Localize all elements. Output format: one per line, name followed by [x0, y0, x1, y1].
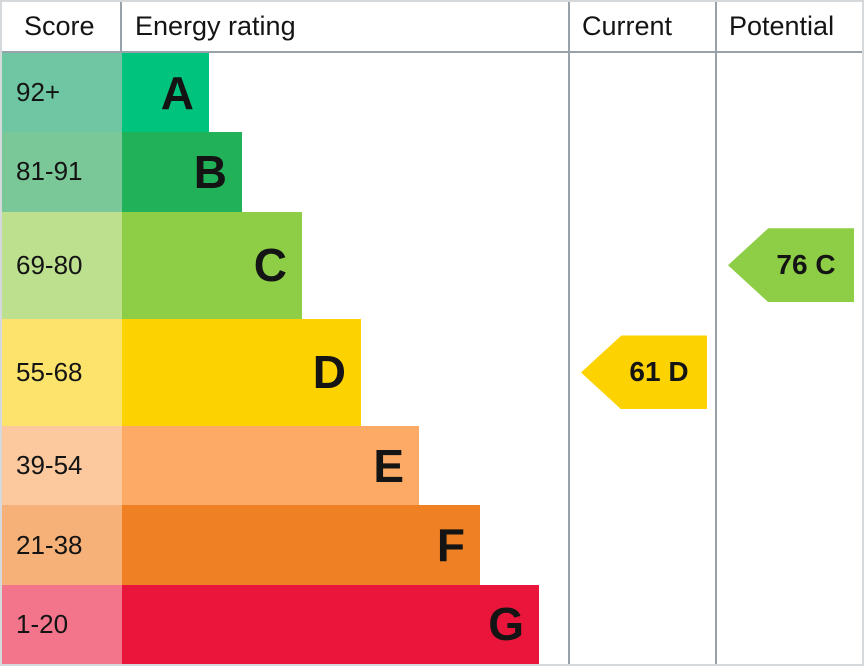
- current-cell: [568, 53, 715, 133]
- current-cell: [568, 584, 715, 664]
- band-row-b: 81-91 B: [2, 132, 862, 212]
- band-row-a: 92+ A: [2, 53, 862, 133]
- band-letter: A: [160, 66, 194, 119]
- band-bar-area: B: [122, 132, 568, 212]
- potential-cell: [715, 584, 862, 664]
- band-bar-area: D: [122, 318, 568, 427]
- band-score-range: 39-54: [2, 426, 122, 506]
- current-cell: [568, 132, 715, 212]
- band-score-range: 55-68: [2, 318, 122, 427]
- potential-rating-label: 76 C: [776, 249, 836, 281]
- current-cell: [568, 505, 715, 585]
- band-row-g: 1-20 G: [2, 584, 862, 664]
- band-letter: C: [253, 239, 287, 292]
- band-bar-b: B: [122, 132, 242, 212]
- band-bar-area: G: [122, 584, 568, 664]
- band-row-e: 39-54 E: [2, 426, 862, 506]
- current-rating-label: 61 D: [629, 356, 689, 388]
- table-header-row: Score Energy rating Current Potential: [2, 2, 862, 53]
- band-score-range: 21-38: [2, 505, 122, 585]
- band-bar-a: A: [122, 53, 209, 133]
- current-cell: [568, 211, 715, 319]
- potential-cell: [715, 426, 862, 506]
- potential-cell: [715, 318, 862, 427]
- band-letter: G: [488, 598, 524, 651]
- header-current: Current: [568, 2, 715, 51]
- band-score-range: 81-91: [2, 132, 122, 212]
- band-bar-f: F: [122, 505, 480, 585]
- band-letter: E: [373, 439, 404, 492]
- band-letter: F: [436, 519, 465, 572]
- potential-cell: [715, 132, 862, 212]
- band-row-f: 21-38 F: [2, 505, 862, 585]
- header-potential: Potential: [715, 2, 862, 51]
- band-bar-area: A: [122, 53, 568, 133]
- band-row-d: 55-68 D 61 D: [2, 318, 862, 427]
- header-score: Score: [2, 2, 122, 51]
- potential-rating-arrow: 76 C: [728, 228, 854, 303]
- band-bar-area: C: [122, 211, 568, 319]
- current-cell: [568, 426, 715, 506]
- band-bar-area: E: [122, 426, 568, 506]
- band-bar-area: F: [122, 505, 568, 585]
- current-rating-arrow: 61 D: [581, 335, 707, 410]
- band-bar-c: C: [122, 211, 302, 319]
- band-letter: D: [312, 346, 346, 399]
- band-letter: B: [193, 145, 227, 198]
- potential-cell: [715, 53, 862, 133]
- band-score-range: 69-80: [2, 211, 122, 319]
- band-score-range: 92+: [2, 53, 122, 133]
- current-cell: 61 D: [568, 318, 715, 427]
- band-rows: 92+ A 81-91 B 69-80 C: [2, 53, 862, 664]
- band-score-range: 1-20: [2, 584, 122, 664]
- band-row-c: 69-80 C 76 C: [2, 211, 862, 319]
- band-bar-g: G: [122, 584, 539, 664]
- potential-cell: 76 C: [715, 211, 862, 319]
- band-bar-d: D: [122, 318, 361, 427]
- band-bar-e: E: [122, 426, 419, 506]
- potential-cell: [715, 505, 862, 585]
- header-energy-rating: Energy rating: [135, 11, 296, 41]
